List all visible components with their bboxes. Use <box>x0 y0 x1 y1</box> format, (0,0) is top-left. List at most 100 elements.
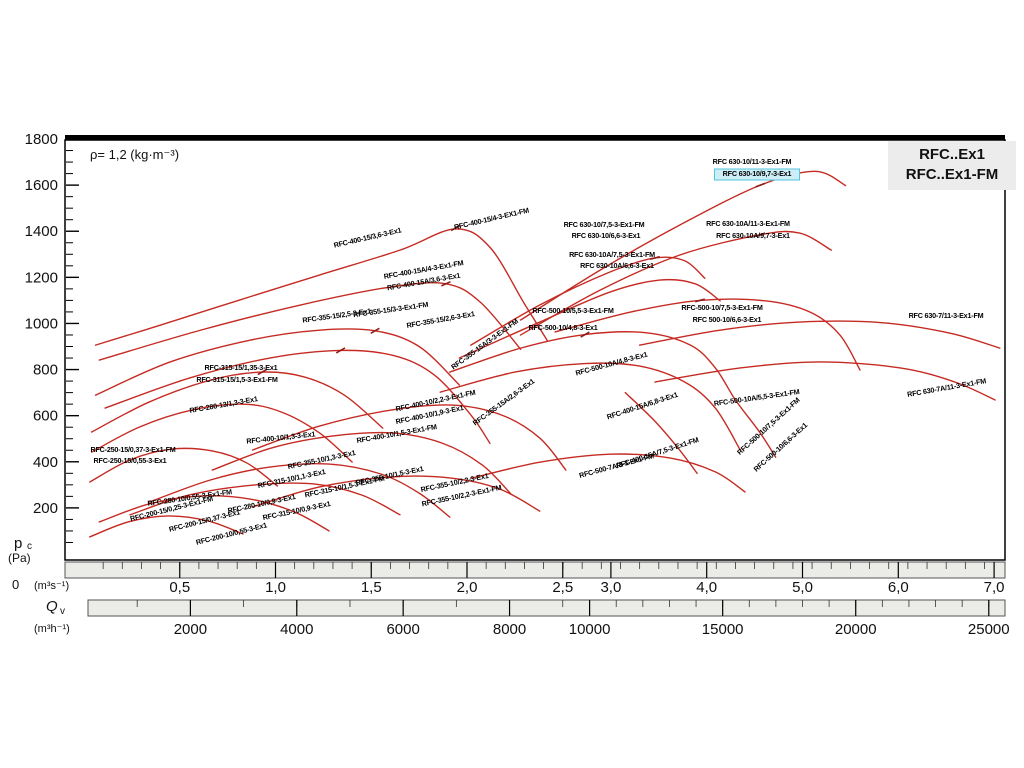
curve-path <box>439 362 741 451</box>
y-axis-symbol: p <box>14 535 23 552</box>
x1-tick-label: 5,0 <box>792 579 813 596</box>
curve-label: RFC 630-10A/9,7-3-Ex1 <box>716 231 790 240</box>
x2-tick-label: 10000 <box>569 621 611 638</box>
curve-path <box>638 320 1001 349</box>
curve-path <box>251 475 541 512</box>
curve-label: RFC 630-10/9,7-3-Ex1 <box>723 169 792 178</box>
curves-group: RFC-400-15/3,6-3-Ex1 RFC-400-15/4-3-EX1-F… <box>89 157 1001 547</box>
y-tick-label: 1600 <box>25 177 58 194</box>
y-tick-label: 800 <box>33 362 58 379</box>
curve-label: RFC 630-10A/7,5-3-Ex1-FM <box>569 250 655 259</box>
x1-tick-label: 7,0 <box>984 579 1005 596</box>
chart-border <box>64 139 1006 561</box>
highlighted-label-box <box>714 168 800 181</box>
y-tick-label: 1800 <box>25 131 58 148</box>
curve-path <box>470 453 746 493</box>
x2-tick-label: 8000 <box>493 621 526 638</box>
x2-tick-label: 15000 <box>702 621 744 638</box>
y-axis-symbol-subscript: c <box>27 541 32 552</box>
y-axis-zero-label: 0 <box>12 577 20 592</box>
curve-label: RFC 630-10/7,5-3-Ex1-FM <box>564 220 645 229</box>
curve-path <box>519 170 847 321</box>
curve-label: RFC-400-15/4-3-EX1-FM <box>453 206 530 232</box>
curve-path <box>90 403 353 463</box>
x1-tick-label: 6,0 <box>888 579 909 596</box>
curve-label: RFC-400-15/3,6-3-Ex1 <box>333 225 403 249</box>
legend-line-ex1: RFC..Ex1 <box>919 146 985 163</box>
curve-path <box>129 482 401 516</box>
curve-label: RFC-250-15/0,55-3-Ex1 <box>94 456 167 465</box>
curve-label: RFC 630-10A/6,6-3-Ex1 <box>580 261 654 270</box>
curve-path <box>89 447 279 487</box>
curve-label: RFC-500-10/7,5-3-Ex1-FM <box>735 395 802 456</box>
x2-tick-label: 2000 <box>174 621 207 638</box>
curve-mark <box>450 224 461 232</box>
x1-tick-label: 4,0 <box>696 579 717 596</box>
y-tick-label: 400 <box>33 454 58 471</box>
curve-path <box>458 278 721 359</box>
curve-label: RFC-315-15/1,5-3-Ex1-FM <box>196 375 277 384</box>
curve-label: RFC-400-10/1,3-3-Ex1 <box>246 429 316 445</box>
y-tick-label: 200 <box>33 500 58 517</box>
x2-tick-label: 6000 <box>386 621 419 638</box>
curve-mark <box>335 347 346 354</box>
curve-label: RFC-355-15/2,6-3-Ex1 <box>406 309 476 330</box>
legend-line-ex1-fm: RFC..Ex1-FM <box>905 166 999 183</box>
x2-tick-label: 4000 <box>280 621 313 638</box>
x-axis-strip-m3h <box>87 599 1006 617</box>
x1-tick-label: 1,0 <box>265 579 286 596</box>
curve-path <box>654 361 996 401</box>
curve-mark <box>441 280 451 287</box>
curve-path <box>89 515 244 538</box>
curve-mark <box>257 368 267 376</box>
x-axis-strip-m3s <box>64 561 1006 579</box>
y-tick-label: 1000 <box>25 315 58 332</box>
curve-label: RFC-355-15/3-3-Ex1-FM <box>353 300 429 319</box>
curve-path <box>449 331 777 458</box>
curve-mark <box>370 327 380 335</box>
curve-path <box>104 349 491 445</box>
x1-tick-label: 3,0 <box>600 579 621 596</box>
x1-tick-label: 0,5 <box>169 579 190 596</box>
flow-symbol: Q <box>46 598 58 615</box>
curve-label: RFC-280-13/1,3-3-Ex1 <box>189 394 259 415</box>
curve-mark <box>755 182 766 188</box>
y-tick-label: 1400 <box>25 223 58 240</box>
curve-label: RFC 630-10/11-3-Ex1-FM <box>713 157 792 166</box>
curve-path <box>98 282 522 361</box>
x2-tick-label: 20000 <box>835 621 877 638</box>
curve-path <box>211 431 512 495</box>
curve-label: RFC 500-10/6,6-3-Ex1 <box>693 315 762 324</box>
flow-symbol-subscript: v <box>60 606 65 617</box>
curve-path <box>94 328 461 396</box>
curve-path <box>624 391 698 475</box>
x1-tick-label: 1,5 <box>361 579 382 596</box>
x-axis-m3s-unit: (m³s⁻¹) <box>34 580 70 592</box>
y-tick-label: 600 <box>33 408 58 425</box>
curve-label: RFC 630-10/6,6-3-Ex1 <box>572 231 641 240</box>
curve-label: RFC-355-15A/2,6-3-Ex1 <box>471 376 536 427</box>
x1-tick-label: 2,0 <box>457 579 478 596</box>
curve-label: RFC-250-15/0,37-3-Ex1-FM <box>90 445 175 454</box>
curve-label: RFC 630-10A/11-3-Ex1-FM <box>706 219 790 228</box>
x-axis-m3h-unit: (m³h⁻¹) <box>34 623 70 635</box>
curve-path <box>98 494 330 532</box>
curve-path <box>148 462 451 518</box>
y-axis-unit: (Pa) <box>8 551 31 565</box>
curve-label: RFC 630-7/11-3-Ex1-FM <box>909 311 984 320</box>
curve-path <box>94 228 549 346</box>
series-legend: RFC..Ex1 RFC..Ex1-FM <box>888 141 1016 190</box>
x1-tick-label: 2,5 <box>552 579 573 596</box>
curve-label: RFC-500-10/7,5-3-Ex1-FM <box>681 303 762 312</box>
curve-mark <box>694 298 706 303</box>
curve-label: RFC-400-15A/6,8-3-Ex1 <box>606 390 679 422</box>
curve-label: RFC-355-15A/3-3-Ex1-FM <box>449 317 520 372</box>
density-label: ρ= 1,2 (kg·m⁻³) <box>90 147 180 162</box>
curve-label: RFC-500-10/4,8-3-Ex1 <box>528 323 597 332</box>
chart-top-border <box>65 135 1005 140</box>
curve-label: RFC-500-10/5,5-3-Ex1-FM <box>532 306 613 315</box>
curve-path <box>251 404 567 471</box>
curve-mark <box>755 232 766 238</box>
